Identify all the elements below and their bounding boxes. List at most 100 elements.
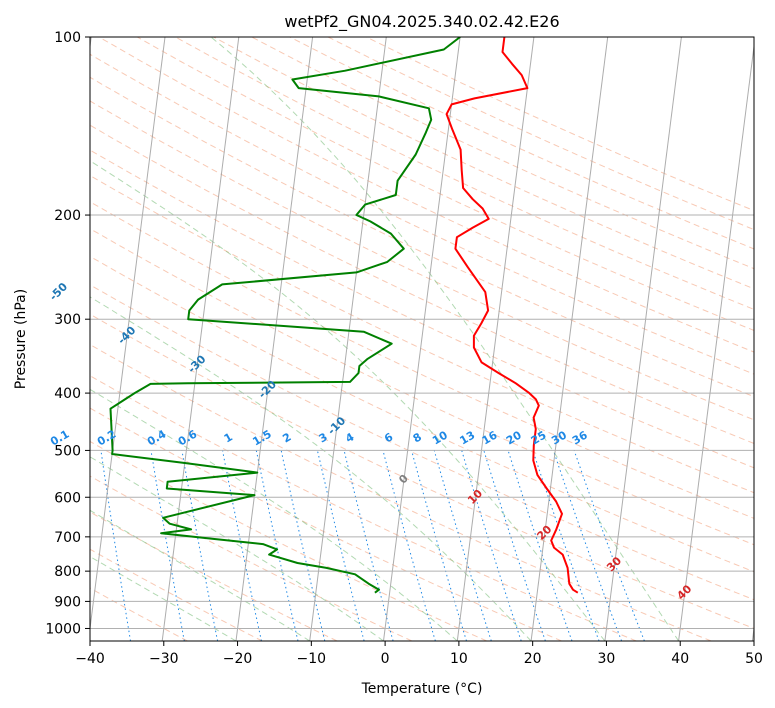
isotherm-label: -60 xyxy=(0,233,3,256)
mixing-ratio-line xyxy=(483,450,546,641)
mixing-ratio-label: 13 xyxy=(458,429,478,448)
mixing-ratio-line xyxy=(150,450,185,641)
moist-adiabat xyxy=(90,556,237,641)
mixing-ratio-line xyxy=(222,450,262,641)
mixing-ratio-line xyxy=(280,450,326,641)
background-lines xyxy=(90,37,754,641)
dry-adiabat xyxy=(90,313,754,630)
dry-adiabat xyxy=(90,548,263,641)
mixing-ratio-label: 1.5 xyxy=(250,427,273,448)
x-tick-label: 10 xyxy=(450,651,468,667)
isotherm-label: -50 xyxy=(47,280,70,303)
dry-adiabat-label: 40 xyxy=(674,582,694,602)
mixing-ratio-label: 25 xyxy=(529,429,549,448)
mixing-ratio-label: 36 xyxy=(570,428,590,447)
mixing-ratio-line xyxy=(433,450,492,641)
isotherm-label: -30 xyxy=(185,352,208,375)
mixing-ratio-label: 6 xyxy=(382,430,395,445)
y-tick-label: 700 xyxy=(54,530,81,546)
dry-adiabat xyxy=(90,440,487,641)
dry-adiabat xyxy=(136,37,754,332)
dry-adiabat xyxy=(90,343,712,641)
temperature-line xyxy=(445,37,579,594)
isotherm-label: -40 xyxy=(115,324,138,347)
y-tick-label: 400 xyxy=(54,386,81,402)
mixing-ratio-label: 2 xyxy=(280,430,293,445)
mixing-ratio-line xyxy=(573,450,645,641)
dry-adiabat xyxy=(251,37,754,270)
x-tick-label: −10 xyxy=(297,651,327,667)
mixing-ratio-label: 3 xyxy=(317,430,330,445)
dry-adiabat xyxy=(90,511,338,641)
mixing-ratio-label: 8 xyxy=(411,430,424,445)
dry-adiabat xyxy=(90,284,754,601)
dewpoint-line xyxy=(109,37,461,594)
y-tick-label: 500 xyxy=(54,443,81,459)
y-tick-label: 600 xyxy=(54,490,81,506)
x-tick-label: −20 xyxy=(223,651,253,667)
isotherm-line xyxy=(604,37,682,641)
mixing-ratio-line xyxy=(461,450,522,641)
mixing-ratio-line xyxy=(343,450,394,641)
isotherm-label: -20 xyxy=(256,378,279,401)
mixing-ratio-line xyxy=(255,450,299,641)
isotherm-line xyxy=(456,37,535,641)
plot-frame xyxy=(89,36,755,642)
x-tick-label: 40 xyxy=(671,651,689,667)
dry-adiabat xyxy=(90,76,754,398)
mixing-ratio-line xyxy=(100,450,131,641)
dry-adiabat xyxy=(90,375,637,641)
mixing-ratio-label: 16 xyxy=(480,428,500,447)
mixing-ratio-label: 0.6 xyxy=(176,427,200,448)
mixing-ratio-line xyxy=(181,450,219,641)
dry-adiabat xyxy=(90,124,754,444)
mixing-ratio-label: 30 xyxy=(549,428,569,447)
profile-series xyxy=(109,37,579,594)
moist-adiabat xyxy=(90,456,384,641)
moist-adiabat xyxy=(90,160,606,641)
dry-adiabat xyxy=(90,255,754,573)
mixing-ratio-label: 0.4 xyxy=(145,427,169,448)
moist-adiabat xyxy=(90,296,532,641)
isotherm-line xyxy=(309,37,387,641)
isotherm-line xyxy=(383,37,461,641)
y-tick-label: 100 xyxy=(54,30,81,46)
y-axis-label: Pressure (hPa) xyxy=(13,289,29,389)
x-tick-label: 0 xyxy=(381,651,390,667)
y-tick-label: 300 xyxy=(54,312,81,328)
isotherm-line xyxy=(678,42,754,641)
mixing-ratio-line xyxy=(411,450,467,641)
dry-adiabat xyxy=(90,149,754,469)
dry-adiabat xyxy=(175,37,754,310)
dry-adiabat xyxy=(90,201,754,519)
y-tick-label: 1000 xyxy=(45,621,81,637)
isotherm-line xyxy=(161,37,240,641)
x-axis-ticks: −40 −30 −20 −10 0 10 20 30 40 50 xyxy=(75,641,763,667)
chart-title: wetPf2_GN04.2025.340.02.42.E26 xyxy=(284,12,559,32)
zero-isotherm-label: 0 xyxy=(396,472,411,487)
dry-adiabat xyxy=(213,37,754,290)
mixing-ratio-line xyxy=(552,450,623,641)
x-tick-label: 30 xyxy=(598,651,616,667)
dry-adiabat xyxy=(90,228,754,546)
y-tick-label: 900 xyxy=(54,594,81,610)
x-tick-label: −40 xyxy=(75,651,105,667)
mixing-ratio-line xyxy=(382,450,436,641)
mixing-ratio-label: 20 xyxy=(504,428,524,447)
isotherm-line xyxy=(751,624,754,641)
x-tick-label: −30 xyxy=(149,651,179,667)
mixing-ratio-line xyxy=(316,450,365,641)
dry-adiabat xyxy=(90,475,413,641)
y-tick-label: 800 xyxy=(54,564,81,580)
x-tick-label: 50 xyxy=(745,651,763,667)
y-tick-label: 200 xyxy=(54,208,81,224)
mixing-ratio-label: 1 xyxy=(222,430,235,445)
mixing-ratio-label: 10 xyxy=(430,428,450,447)
x-axis-label: Temperature (°C) xyxy=(361,681,483,697)
pressure-gridlines xyxy=(90,37,754,629)
moist-adiabat xyxy=(90,388,458,641)
isotherm-line xyxy=(530,37,609,641)
moist-adiabat xyxy=(210,37,680,641)
y-axis-ticks: 100 200 300 400 500 600 700 800 900 1000 xyxy=(45,30,90,637)
